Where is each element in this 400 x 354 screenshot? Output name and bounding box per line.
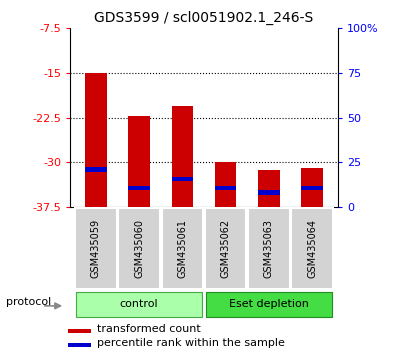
Bar <box>205 208 246 290</box>
Bar <box>291 208 333 290</box>
Bar <box>75 208 117 290</box>
Bar <box>172 177 193 182</box>
Bar <box>118 208 160 290</box>
Bar <box>258 170 280 207</box>
Text: GSM435061: GSM435061 <box>177 219 187 278</box>
Bar <box>215 185 236 190</box>
Text: GSM435059: GSM435059 <box>91 219 101 278</box>
Text: control: control <box>120 299 158 309</box>
Bar <box>128 116 150 207</box>
Bar <box>215 162 236 207</box>
Text: GSM435062: GSM435062 <box>221 219 231 278</box>
Bar <box>68 329 91 333</box>
Text: percentile rank within the sample: percentile rank within the sample <box>97 338 285 348</box>
Bar <box>301 185 323 190</box>
Bar <box>76 292 202 317</box>
Text: transformed count: transformed count <box>97 324 201 334</box>
Text: GSM435064: GSM435064 <box>307 219 317 278</box>
Bar <box>162 208 203 290</box>
Bar <box>206 292 332 317</box>
Text: GSM435063: GSM435063 <box>264 219 274 278</box>
Bar <box>301 169 323 207</box>
Bar <box>85 73 107 207</box>
Bar <box>258 190 280 195</box>
Text: protocol: protocol <box>6 297 51 307</box>
Text: GSM435060: GSM435060 <box>134 219 144 278</box>
Bar <box>248 208 290 290</box>
Bar <box>128 185 150 190</box>
Bar <box>68 343 91 347</box>
Bar <box>85 167 107 172</box>
Title: GDS3599 / scl0051902.1_246-S: GDS3599 / scl0051902.1_246-S <box>94 10 314 24</box>
Text: Eset depletion: Eset depletion <box>229 299 309 309</box>
Bar <box>172 106 193 207</box>
